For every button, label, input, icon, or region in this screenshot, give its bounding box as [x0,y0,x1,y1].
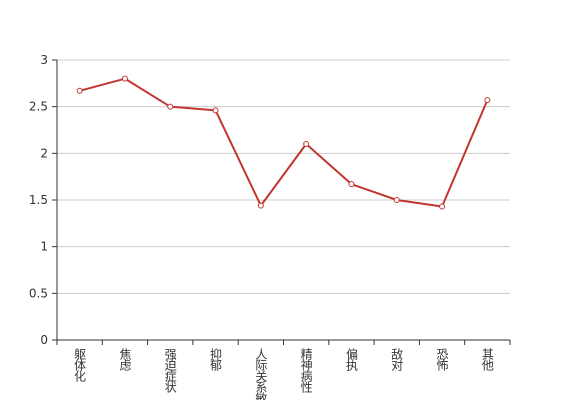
x-tick-label: 精神病性 [299,348,313,394]
point [439,203,446,210]
point [484,97,491,104]
x-tick-label: 强迫症状 [163,348,177,393]
point [76,87,83,94]
x-tick-label: 抑郁 [209,347,223,372]
y-tick-label: 0 [40,333,48,347]
y-tick-label: 3 [40,53,48,67]
point [212,107,219,114]
y-tick-label: 1 [40,240,48,254]
point [303,141,310,147]
x-tick-label: 敌对 [390,347,404,371]
y-tick-label: 2.5 [29,100,48,114]
point [167,103,174,110]
x-tick-label: 躯体化 [73,347,87,383]
x-tick-label: 人际关系敏感 [254,348,268,400]
x-tick-label: 其他 [480,348,494,371]
y-tick-label: 0.5 [29,286,48,300]
x-tick-label: 偏执 [344,347,358,372]
y-tick-label: 2 [40,146,48,160]
x-tick-label: 恐怖 [435,348,449,371]
point [348,181,355,188]
point [121,75,128,82]
line [79,77,489,208]
point [393,197,400,203]
x-tick-label: 焦虑 [118,348,132,371]
point [257,202,264,209]
y-tick-label: 1.5 [29,193,48,207]
